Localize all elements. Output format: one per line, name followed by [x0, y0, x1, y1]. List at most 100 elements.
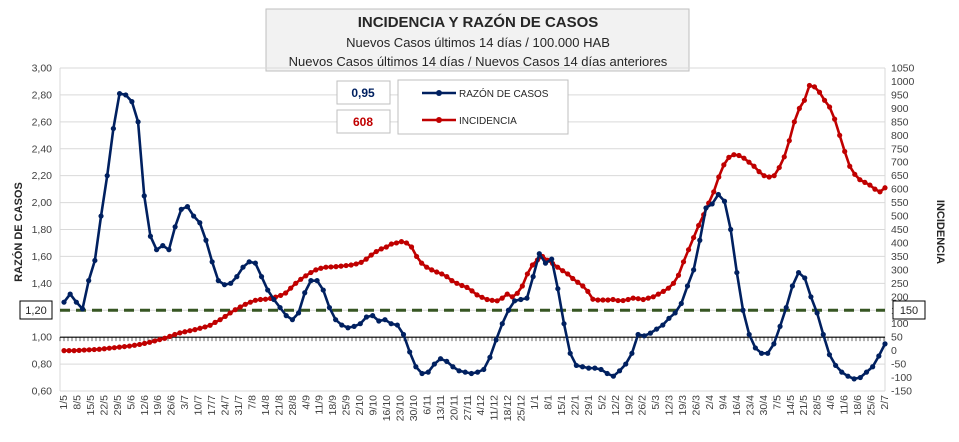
data-point [363, 256, 369, 262]
y-left-tick-label: 0,60 [32, 386, 53, 398]
data-point [308, 269, 314, 276]
data-point [468, 370, 475, 377]
y-right-tick-label: 650 [891, 170, 909, 182]
x-tick-label: 6/11 [421, 395, 433, 415]
data-point [382, 317, 388, 323]
data-point [242, 301, 248, 307]
data-point [400, 331, 407, 338]
data-point [166, 247, 172, 253]
data-point [795, 269, 802, 276]
data-point [808, 294, 814, 300]
y-right-tick-label: 1000 [891, 76, 915, 88]
data-point [672, 310, 678, 316]
y-right-tick-label: 0 [891, 345, 897, 357]
data-point [61, 299, 67, 305]
data-point [826, 104, 833, 110]
data-point [821, 97, 828, 103]
data-point [343, 262, 349, 269]
data-point [820, 331, 826, 338]
data-point [454, 280, 460, 286]
series-incidencia [61, 82, 888, 354]
data-point [665, 285, 672, 291]
data-point [876, 353, 882, 359]
data-point [610, 373, 616, 379]
data-point [197, 220, 203, 226]
data-point [580, 283, 586, 289]
data-point [484, 296, 490, 303]
legend-incidence-marker [436, 117, 442, 123]
data-point [101, 346, 107, 352]
data-point [413, 364, 419, 370]
data-point [585, 288, 591, 295]
data-point [678, 300, 684, 307]
data-point [351, 323, 357, 329]
data-point [246, 259, 252, 265]
x-tick-label: 14/5 [785, 395, 797, 416]
y-right-tick-label: 900 [891, 103, 909, 115]
data-point [464, 284, 470, 290]
left-axis-ticks: 0,600,801,001,201,401,601,802,002,202,40… [32, 63, 53, 398]
data-point [303, 273, 309, 279]
x-tick-label: 11/12 [489, 395, 501, 421]
data-point [191, 213, 197, 219]
data-point [407, 349, 413, 355]
x-tick-label: 2/7 [879, 395, 891, 410]
data-point [573, 362, 579, 369]
data-point [579, 364, 586, 370]
data-point [796, 105, 802, 111]
x-tick-label: 1/5 [58, 395, 70, 410]
data-point [715, 191, 721, 198]
y-right-tick-label: -50 [891, 359, 906, 371]
data-point [740, 307, 746, 313]
y-left-tick-label: 2,80 [32, 89, 53, 101]
data-point [882, 341, 888, 347]
x-tick-label: 16/4 [731, 395, 743, 416]
data-point [481, 366, 487, 373]
data-point [160, 243, 166, 249]
x-tick-label: 4/6 [825, 395, 837, 410]
data-point [76, 347, 82, 353]
x-tick-label: 29/1 [583, 395, 595, 416]
data-point [403, 240, 410, 246]
data-point [832, 116, 838, 122]
data-point [765, 350, 771, 356]
data-point [536, 251, 542, 257]
data-point [616, 368, 623, 374]
data-point [837, 132, 843, 138]
x-tick-label: 14/8 [260, 395, 272, 416]
series-razon-de-casos [61, 90, 888, 382]
y-left-tick-label: 2,20 [32, 170, 53, 182]
y-right-tick-label: 450 [891, 224, 909, 236]
x-tick-label: 22/1 [569, 395, 581, 416]
data-point [518, 296, 524, 303]
data-point [345, 325, 351, 331]
data-point [376, 318, 382, 324]
data-point [595, 297, 601, 303]
data-point [61, 348, 67, 354]
data-point [131, 342, 138, 348]
data-point [73, 299, 79, 305]
data-point [121, 343, 128, 350]
data-point [92, 257, 98, 264]
y-right-tick-label: 200 [891, 291, 909, 303]
y-right-tick-label: -100 [891, 372, 912, 384]
data-point [326, 304, 333, 311]
x-tick-label: 24/7 [220, 395, 232, 416]
legend-ratio-marker [436, 90, 442, 96]
data-point [172, 331, 178, 338]
data-point [363, 314, 370, 320]
x-tick-label: 11/9 [314, 395, 326, 415]
x-tick-label: 2/10 [354, 395, 366, 416]
data-point [862, 179, 868, 185]
data-point [86, 347, 92, 353]
data-point [157, 336, 163, 343]
data-point [252, 297, 258, 303]
x-tick-label: 28/5 [812, 395, 824, 416]
data-point [499, 321, 505, 327]
data-point [645, 295, 651, 301]
data-point [814, 310, 820, 316]
x-tick-label: 23/10 [394, 395, 406, 421]
data-point [277, 292, 284, 299]
x-tick-label: 19/3 [677, 395, 689, 416]
data-point [283, 313, 289, 319]
